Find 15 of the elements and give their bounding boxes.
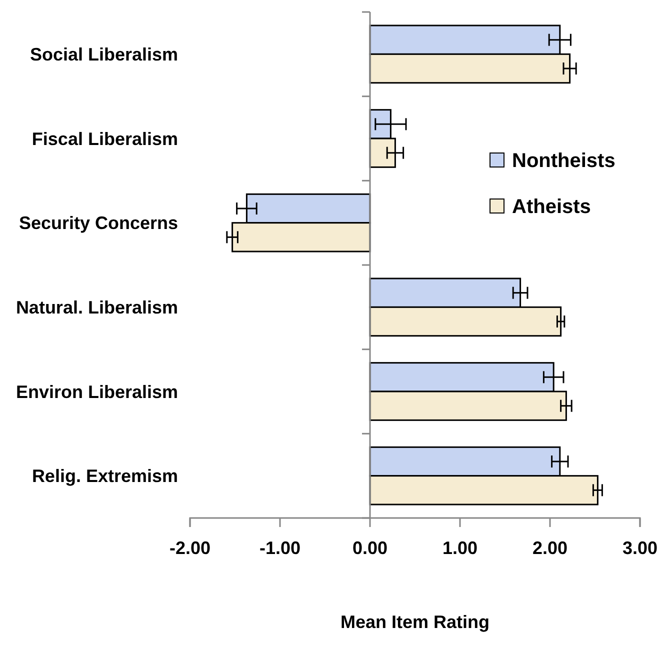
- y-tick-label: Fiscal Liberalism: [32, 128, 178, 149]
- legend-label: Nontheists: [512, 150, 616, 172]
- y-tick-label: Social Liberalism: [30, 44, 178, 64]
- y-tick-label: Relig. Extremism: [32, 466, 178, 486]
- y-tick-label: Environ Liberalism: [16, 382, 178, 402]
- y-tick-label: Security Concerns: [18, 213, 178, 234]
- legend-label: Atheists: [512, 196, 591, 218]
- x-axis-title: Mean Item Rating: [340, 612, 490, 632]
- x-tick-label: -1.00: [259, 538, 301, 558]
- y-tick-label: Natural. Liberalism: [16, 297, 178, 318]
- x-tick-label: 3.00: [622, 538, 658, 558]
- x-tick-label: 0.00: [352, 538, 388, 558]
- x-tick-label: 1.00: [442, 538, 478, 558]
- x-tick-label: 2.00: [532, 538, 568, 558]
- x-tick-label: -2.00: [169, 538, 211, 558]
